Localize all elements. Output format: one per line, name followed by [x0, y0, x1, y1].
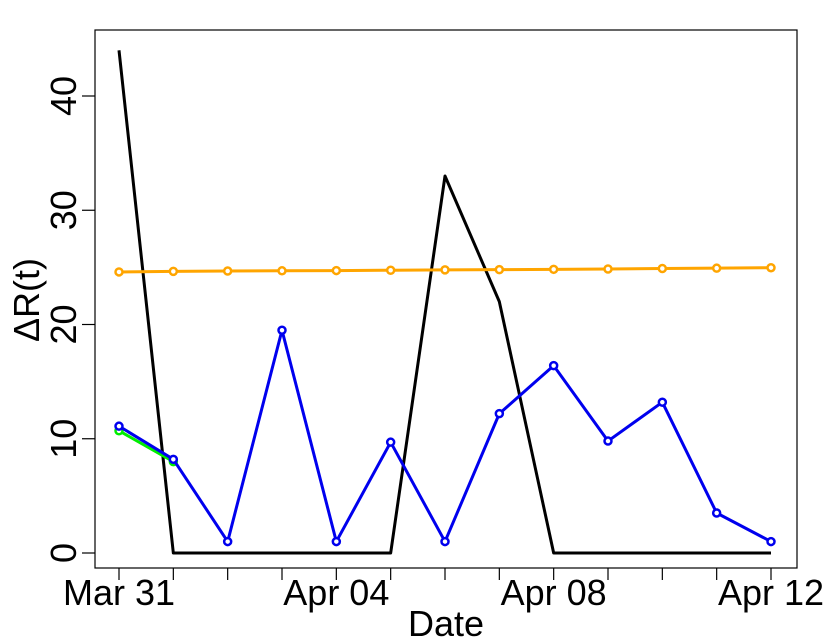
- data-point: [168, 266, 179, 277]
- data-point: [657, 397, 668, 407]
- series-4: [114, 325, 776, 547]
- data-point: [548, 360, 559, 371]
- data-point: [385, 265, 396, 275]
- y-tick-label: 30: [43, 190, 84, 230]
- data-point: [114, 421, 124, 431]
- plot-frame: [94, 29, 798, 569]
- series-2: [114, 262, 776, 277]
- data-point: [766, 536, 776, 547]
- data-point: [711, 508, 722, 518]
- data-point: [548, 264, 559, 275]
- data-point: [385, 437, 396, 447]
- data-point: [440, 536, 450, 547]
- x-axis-title: Date: [408, 603, 484, 642]
- data-point: [114, 267, 124, 277]
- data-point: [331, 265, 342, 276]
- y-tick-label: 0: [43, 543, 84, 563]
- series-1: [117, 50, 771, 555]
- x-tick-label: Apr 04: [283, 572, 389, 613]
- data-point: [277, 325, 287, 335]
- x-tick-label: Apr 08: [501, 572, 607, 613]
- data-point: [440, 265, 450, 275]
- data-point: [711, 263, 722, 273]
- series-line: [118, 429, 175, 463]
- data-point: [222, 266, 233, 276]
- data-point: [494, 264, 505, 275]
- data-point: [603, 264, 613, 274]
- y-tick-label: 10: [43, 419, 84, 459]
- data-point: [494, 408, 505, 419]
- y-axis-title: ΔR(t): [6, 258, 47, 342]
- series-line: [117, 50, 771, 555]
- y-tick-label: 40: [43, 76, 84, 116]
- x-axis: Mar 31 Apr 04 Apr 08 Apr 12: [63, 568, 824, 613]
- data-point: [168, 454, 179, 465]
- data-point: [603, 436, 613, 446]
- data-point: [766, 262, 776, 273]
- series-line: [118, 328, 772, 544]
- y-tick-label: 20: [43, 304, 84, 344]
- data-point: [222, 536, 233, 547]
- x-tick-label: Mar 31: [63, 572, 175, 613]
- y-axis: 0 10 20 30 40: [43, 76, 95, 563]
- data-point: [657, 263, 668, 274]
- x-tick-label: Apr 12: [718, 572, 824, 613]
- series-3: [114, 426, 179, 467]
- data-point: [277, 266, 287, 276]
- data-point: [331, 536, 342, 547]
- series-layer: [114, 50, 776, 555]
